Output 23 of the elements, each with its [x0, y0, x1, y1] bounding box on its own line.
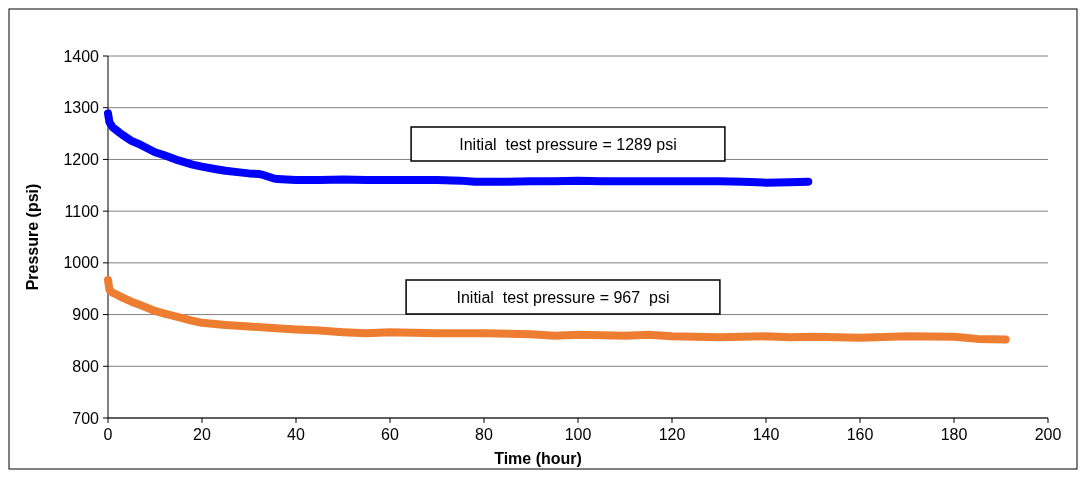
y-tick-label: 1100	[64, 202, 100, 220]
x-tick-label: 200	[1034, 426, 1062, 443]
x-tick-label: 0	[103, 426, 113, 443]
x-tick-label: 60	[381, 426, 399, 443]
x-tick-label: 80	[475, 426, 493, 443]
x-tick-label: 20	[193, 426, 211, 443]
x-tick-label: 100	[564, 426, 592, 443]
x-tick-label: 180	[940, 426, 968, 443]
y-tick-label: 900	[72, 306, 100, 324]
y-tick-label: 1300	[63, 99, 100, 117]
x-axis-title: Time (hour)	[494, 450, 582, 467]
y-tick-label: 800	[72, 357, 100, 375]
y-tick-label: 1400	[63, 47, 100, 65]
y-tick-label: 1000	[63, 254, 100, 272]
y-tick-label: 1200	[63, 151, 100, 169]
annotation: Initial test pressure = 1289 psi	[459, 135, 677, 153]
y-axis-title: Pressure (psi)	[24, 183, 41, 291]
x-tick-label: 140	[752, 426, 780, 443]
x-tick-label: 160	[846, 426, 874, 443]
annotation: Initial test pressure = 967 psi	[456, 288, 670, 306]
x-tick-label: 40	[287, 426, 305, 443]
x-tick-label: 120	[658, 426, 686, 443]
y-tick-label: 700	[72, 409, 100, 427]
